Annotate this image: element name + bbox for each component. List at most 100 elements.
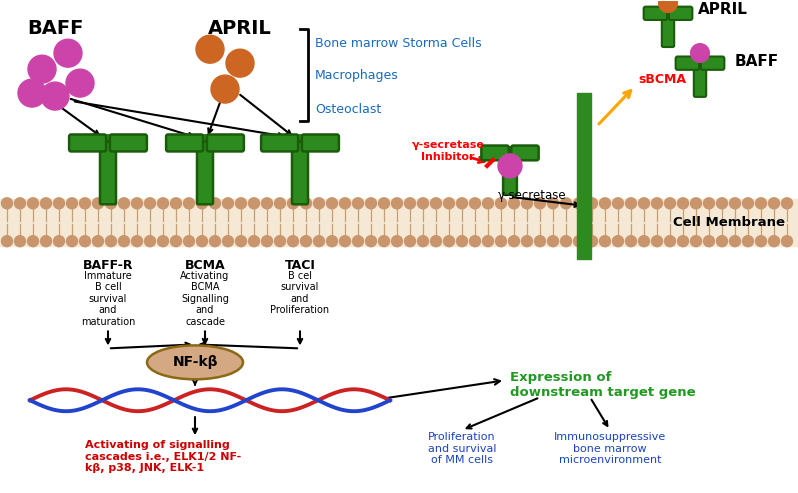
Text: APRIL: APRIL [698, 2, 748, 17]
Circle shape [405, 198, 416, 209]
Circle shape [275, 198, 286, 209]
Circle shape [53, 236, 65, 246]
Circle shape [717, 198, 728, 209]
Circle shape [599, 236, 610, 246]
Circle shape [508, 236, 519, 246]
Circle shape [157, 236, 168, 246]
Text: γ-secretase: γ-secretase [498, 189, 567, 202]
Circle shape [118, 198, 129, 209]
FancyBboxPatch shape [481, 145, 509, 160]
Circle shape [27, 236, 38, 246]
Text: Osteoclast: Osteoclast [315, 103, 381, 115]
Circle shape [314, 236, 325, 246]
Circle shape [353, 236, 364, 246]
Circle shape [157, 198, 168, 209]
Circle shape [547, 236, 559, 246]
Circle shape [301, 236, 311, 246]
Circle shape [262, 198, 272, 209]
FancyBboxPatch shape [661, 6, 675, 20]
Circle shape [756, 198, 767, 209]
Circle shape [638, 236, 650, 246]
Circle shape [456, 236, 468, 246]
Circle shape [768, 236, 780, 246]
Circle shape [2, 198, 13, 209]
Circle shape [196, 236, 207, 246]
Circle shape [132, 236, 143, 246]
Circle shape [444, 236, 455, 246]
FancyBboxPatch shape [693, 62, 706, 97]
Text: Expression of
downstream target gene: Expression of downstream target gene [510, 371, 696, 399]
Circle shape [144, 236, 156, 246]
Circle shape [651, 198, 662, 209]
Circle shape [444, 198, 455, 209]
Circle shape [496, 198, 507, 209]
Circle shape [144, 198, 156, 209]
Circle shape [469, 236, 480, 246]
Circle shape [378, 236, 389, 246]
Circle shape [93, 236, 104, 246]
Circle shape [613, 198, 623, 209]
Circle shape [613, 236, 623, 246]
Circle shape [535, 198, 546, 209]
FancyBboxPatch shape [166, 135, 203, 151]
Text: Bone marrow Storma Cells: Bone marrow Storma Cells [315, 36, 482, 50]
Circle shape [781, 198, 792, 209]
Circle shape [18, 79, 46, 107]
FancyBboxPatch shape [512, 145, 539, 160]
Circle shape [704, 198, 714, 209]
Circle shape [14, 198, 26, 209]
Circle shape [66, 236, 77, 246]
Circle shape [651, 236, 662, 246]
Circle shape [690, 236, 701, 246]
Circle shape [28, 55, 56, 83]
Circle shape [378, 198, 389, 209]
Circle shape [210, 236, 220, 246]
Circle shape [417, 236, 429, 246]
Circle shape [118, 236, 129, 246]
Circle shape [66, 198, 77, 209]
Circle shape [574, 236, 584, 246]
Circle shape [483, 236, 493, 246]
Circle shape [508, 198, 519, 209]
Text: B cel
survival
and
Proliferation: B cel survival and Proliferation [271, 271, 330, 316]
Text: BAFF: BAFF [735, 54, 779, 69]
Circle shape [54, 39, 82, 67]
Circle shape [678, 198, 689, 209]
Circle shape [483, 198, 493, 209]
Circle shape [658, 0, 678, 12]
FancyBboxPatch shape [693, 57, 708, 70]
Circle shape [41, 198, 52, 209]
Text: Activating
BCMA
Signalling
and
cascade: Activating BCMA Signalling and cascade [180, 271, 230, 327]
Circle shape [105, 198, 117, 209]
Circle shape [248, 236, 259, 246]
FancyBboxPatch shape [100, 141, 116, 204]
FancyBboxPatch shape [662, 12, 674, 47]
Circle shape [80, 236, 90, 246]
Circle shape [405, 236, 416, 246]
Text: NF-kβ: NF-kβ [172, 355, 218, 369]
Circle shape [498, 154, 522, 178]
Circle shape [210, 198, 220, 209]
Circle shape [339, 198, 350, 209]
FancyBboxPatch shape [292, 141, 308, 204]
Circle shape [678, 236, 689, 246]
Circle shape [53, 198, 65, 209]
Circle shape [665, 198, 675, 209]
Circle shape [781, 236, 792, 246]
Circle shape [690, 198, 701, 209]
Circle shape [469, 198, 480, 209]
Circle shape [196, 198, 207, 209]
Circle shape [287, 198, 298, 209]
Circle shape [326, 236, 338, 246]
FancyBboxPatch shape [69, 135, 106, 151]
FancyBboxPatch shape [207, 135, 244, 151]
Circle shape [105, 236, 117, 246]
Circle shape [417, 198, 429, 209]
Text: Macrophages: Macrophages [315, 69, 399, 82]
Circle shape [211, 75, 239, 103]
Circle shape [2, 236, 13, 246]
Circle shape [638, 198, 650, 209]
Circle shape [430, 198, 441, 209]
FancyBboxPatch shape [197, 141, 213, 204]
Circle shape [41, 236, 52, 246]
